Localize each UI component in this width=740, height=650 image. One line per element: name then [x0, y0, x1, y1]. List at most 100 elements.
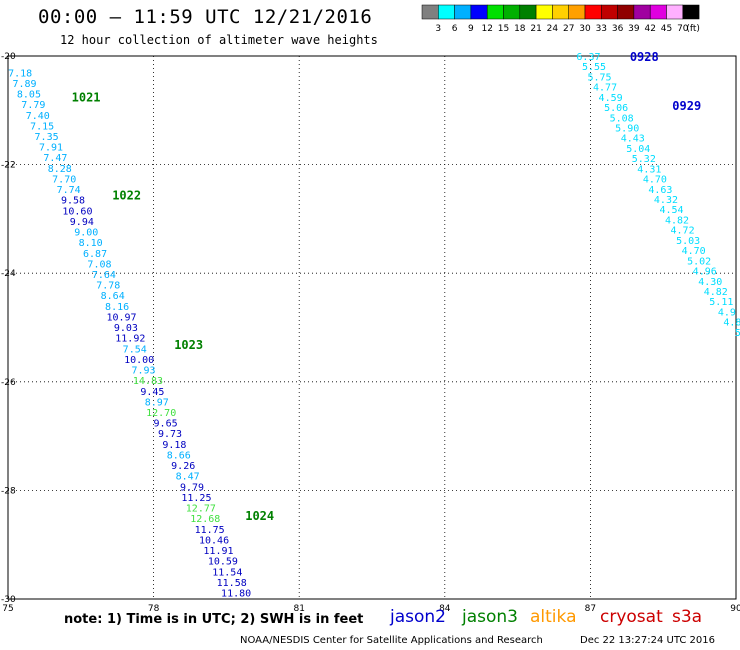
- swh-point-label: 9.58: [61, 196, 85, 207]
- swh-point-label: 5.55: [582, 62, 606, 73]
- swh-point-label: 4.31: [637, 164, 661, 175]
- swh-point-label: 4.96: [693, 267, 717, 278]
- y-tick-label: -28: [1, 486, 16, 496]
- swh-point-label: 9.94: [70, 217, 94, 228]
- swh-point-label: 9.65: [154, 419, 178, 430]
- swh-point-label: 8.28: [48, 164, 72, 175]
- swh-point-label: 12.68: [190, 514, 220, 525]
- swh-point-label: 11.80: [221, 588, 251, 599]
- pass-id-label: 1021: [72, 91, 101, 105]
- colorbar-tick-label: 33: [596, 24, 607, 34]
- swh-point-label: 8.66: [167, 450, 191, 461]
- swh-point-label: 11.91: [203, 546, 233, 557]
- swh-point-label: 4.8: [723, 318, 740, 329]
- swh-point-label: 9.45: [140, 387, 164, 398]
- swh-point-label: 10.97: [106, 312, 136, 323]
- y-tick-label: -30: [1, 595, 16, 605]
- swh-point-label: 12.70: [146, 408, 176, 419]
- swh-point-label: 8.64: [101, 291, 125, 302]
- swh-point-label: 4.30: [698, 277, 722, 288]
- swh-point-label: 4.32: [654, 195, 678, 206]
- swh-point-label: 11.54: [212, 567, 242, 578]
- swh-point-label: 9.00: [74, 228, 98, 239]
- colorbar-tick-label: 12: [481, 24, 492, 34]
- swh-point-label: 10.46: [199, 535, 229, 546]
- y-tick-label: -22: [1, 161, 16, 171]
- x-tick-label: 87: [585, 604, 596, 614]
- swh-point-label: 7.15: [30, 121, 54, 132]
- colorbar-tick-label: 6: [452, 24, 458, 34]
- swh-point-label: 4.59: [599, 93, 623, 104]
- swh-point-label: 11.75: [195, 525, 225, 536]
- y-tick-label: -20: [1, 52, 16, 62]
- colorbar-tick-label: 3: [435, 24, 441, 34]
- units-note: note: 1) Time is in UTC; 2) SWH is in fe…: [64, 612, 364, 627]
- swh-point-label: 5.08: [610, 113, 634, 124]
- swh-point-label: 9.73: [158, 429, 182, 440]
- swh-point-label: 9.26: [171, 461, 195, 472]
- credit-line: NOAA/NESDIS Center for Satellite Applica…: [240, 635, 543, 646]
- swh-point-label: 6.87: [83, 249, 107, 260]
- swh-point-label: 6.37: [576, 52, 600, 63]
- swh-point-label: 4.70: [643, 175, 667, 186]
- y-tick-label: -24: [1, 269, 16, 279]
- swh-point-label: 4.54: [659, 205, 683, 216]
- colorbar-tick-label: 18: [514, 24, 526, 34]
- swh-point-label: 7.78: [96, 281, 120, 292]
- swh-point-label: 5.11: [709, 297, 733, 308]
- swh-point-label: 4.82: [665, 215, 689, 226]
- x-tick-label: 78: [148, 604, 160, 614]
- pass-id-label: 0929: [672, 99, 701, 113]
- swh-point-label: 7.35: [35, 132, 59, 143]
- swh-point-label: 7.70: [52, 174, 76, 185]
- x-tick-label: 84: [439, 604, 451, 614]
- swh-point-label: 10.59: [208, 557, 238, 568]
- swh-point-label: 5.02: [687, 256, 711, 267]
- colorbar-tick-label: 15: [498, 24, 509, 34]
- swh-point-label: 5.32: [632, 154, 656, 165]
- swh-point-label: 4.43: [621, 134, 645, 145]
- swh-point-label: 4.82: [704, 287, 728, 298]
- x-tick-label: 90: [730, 604, 740, 614]
- colorbar-tick-label: 45: [661, 24, 672, 34]
- pass-id-label: 1023: [174, 338, 203, 352]
- swh-point-label: 7.93: [131, 366, 155, 377]
- swh-point-label: 5.06: [604, 103, 628, 114]
- chart-subtitle: 12 hour collection of altimeter wave hei…: [60, 33, 378, 47]
- swh-point-label: 9.03: [114, 323, 138, 334]
- swh-point-label: 11.58: [217, 578, 247, 589]
- swh-point-label: 4.9: [718, 307, 736, 318]
- swh-point-label: 4.77: [593, 83, 617, 94]
- swh-point-label: 11.92: [115, 334, 145, 345]
- swh-point-label: 7.64: [92, 270, 116, 281]
- swh-point-label: 7.40: [26, 111, 50, 122]
- swh-point-label: 7.08: [87, 259, 111, 270]
- colorbar-tick-label: 27: [563, 24, 574, 34]
- swh-point-label: 5.90: [615, 124, 639, 135]
- colorbar-tick-label: 9: [468, 24, 474, 34]
- x-tick-label: 81: [293, 604, 304, 614]
- legend-altika: altika: [530, 607, 577, 627]
- colorbar-tick-label: 21: [530, 24, 541, 34]
- swh-point-label: 8.16: [105, 302, 129, 313]
- swh-point-label: 5.75: [587, 72, 611, 83]
- swh-point-label: 7.79: [21, 100, 45, 111]
- colorbar-unit-label: (ft): [686, 24, 700, 34]
- swh-point-label: 10.00: [124, 355, 154, 366]
- legend-cryosat: cryosat: [600, 607, 663, 627]
- x-tick-label: 75: [2, 604, 13, 614]
- swh-point-label: 4.63: [648, 185, 672, 196]
- swh-point-label: 8.05: [17, 90, 41, 101]
- swh-point-label: 8.97: [145, 397, 169, 408]
- swh-point-label: 4.72: [671, 226, 695, 237]
- swh-point-label: 5.04: [626, 144, 650, 155]
- swh-point-label: 7.89: [12, 79, 36, 90]
- legend-s3a: s3a: [672, 607, 703, 627]
- swh-point-label: 4.70: [682, 246, 706, 257]
- swh-point-label: 8.47: [176, 472, 200, 483]
- legend-jason3: jason3: [462, 607, 518, 627]
- colorbar-tick-label: 42: [644, 24, 655, 34]
- swh-point-label: 7.47: [43, 153, 67, 164]
